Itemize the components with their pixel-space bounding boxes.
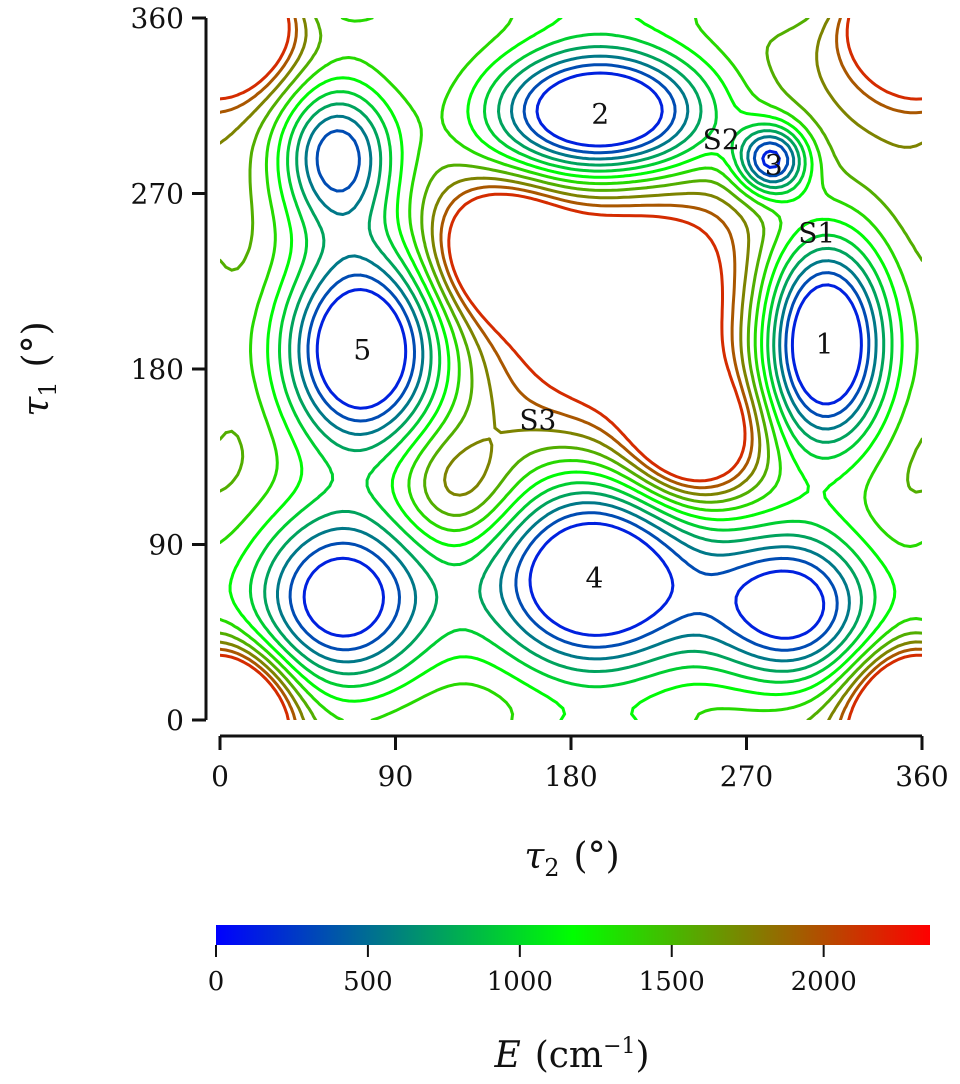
contour-level-750 — [263, 45, 886, 676]
x-tick-label: 270 — [720, 760, 773, 793]
colorbar-title-close: ) — [636, 1035, 650, 1076]
annotation-s2: S2 — [703, 123, 740, 156]
y-axis-ticks: 0 90 180 270 360 — [131, 2, 206, 737]
minima-annotations: 1 2 3 4 5 S1 S2 S3 — [353, 98, 835, 595]
annotation-2: 2 — [591, 98, 609, 131]
annotation-s1: S1 — [798, 217, 835, 250]
annotation-5: 5 — [353, 334, 371, 367]
annotation-s3: S3 — [519, 404, 556, 437]
contour-level-550 — [276, 54, 878, 664]
contour-level-1550 — [220, 18, 922, 720]
annotation-4: 4 — [585, 562, 603, 595]
annotation-1: 1 — [816, 328, 834, 361]
contour-level-350 — [288, 63, 871, 652]
x-axis-title-subscript: 2 — [544, 854, 559, 882]
contour-level-1750 — [220, 18, 922, 720]
colorbar — [216, 925, 930, 945]
x-tick-label: 360 — [895, 760, 948, 793]
y-tick-label: 180 — [131, 353, 184, 386]
y-axis-title-subscript: 1 — [34, 381, 62, 396]
y-axis-title-unit: (°) — [16, 321, 57, 367]
y-axis-title-symbol: τ — [16, 396, 57, 417]
contour-level-2150 — [220, 18, 922, 720]
colorbar-title-unit: (cm — [535, 1035, 603, 1076]
x-tick-label: 180 — [544, 760, 597, 793]
colorbar-tick-label: 2000 — [791, 967, 857, 997]
x-axis-title-unit: (°) — [574, 836, 620, 877]
y-tick-label: 0 — [166, 704, 184, 737]
colorbar-tick-label: 1000 — [487, 967, 553, 997]
y-tick-label: 90 — [148, 529, 184, 562]
y-axis-title: τ1 (°) — [16, 321, 62, 416]
y-tick-label: 360 — [131, 2, 184, 35]
x-axis-title-symbol: τ — [524, 836, 545, 877]
contour-level-1950 — [220, 18, 922, 720]
colorbar-title: E (cm−1) — [493, 1034, 649, 1076]
colorbar-tick-label: 500 — [343, 967, 393, 997]
colorbar-title-exponent: −1 — [603, 1034, 635, 1059]
annotation-3: 3 — [765, 148, 783, 181]
contour-level-150 — [302, 71, 863, 640]
colorbar-ticks: 0 500 1000 1500 2000 — [208, 945, 857, 997]
x-axis-ticks: 0 90 180 270 360 — [211, 736, 949, 793]
x-tick-label: 90 — [378, 760, 414, 793]
colorbar-tick-label: 1500 — [639, 967, 705, 997]
y-tick-label: 270 — [131, 178, 184, 211]
contour-level-1350 — [220, 18, 922, 720]
x-tick-label: 0 — [211, 760, 229, 793]
contour-level-950 — [248, 32, 894, 689]
colorbar-title-symbol: E — [493, 1035, 520, 1076]
contour-lines — [220, 18, 922, 720]
colorbar-tick-label: 0 — [208, 967, 225, 997]
contour-level-1150 — [228, 18, 904, 720]
x-axis-title: τ2 (°) — [524, 836, 619, 882]
